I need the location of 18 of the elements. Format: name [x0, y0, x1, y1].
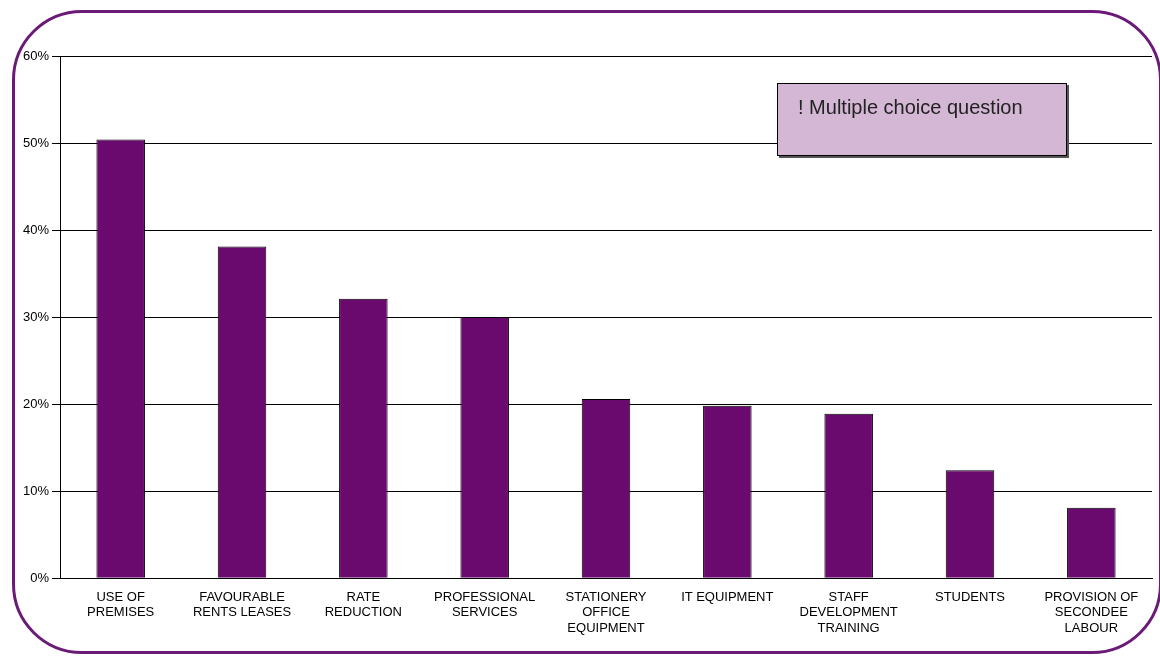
- y-tick-label: 30%: [22, 308, 50, 324]
- x-tick-label: PROFESSIONAL SERVICES: [434, 588, 536, 620]
- x-tick-label: STATIONERY OFFICE EQUIPMENT: [565, 588, 647, 635]
- y-tick-label: 0%: [30, 569, 50, 585]
- y-tick-label: 10%: [22, 482, 50, 498]
- callout-box: ! Multiple choice question: [777, 83, 1067, 156]
- x-tick-label: PROVISION OF SECONDEE LABOUR: [1044, 588, 1139, 635]
- x-tick-label: IT EQUIPMENT: [681, 588, 774, 604]
- x-tick-label: STAFF DEVELOPMENT TRAINING: [799, 588, 898, 635]
- x-tick-label: STUDENTS: [934, 588, 1006, 604]
- y-tick-label: 60%: [22, 47, 50, 63]
- y-tick-label: 20%: [22, 395, 50, 411]
- x-tick-label: USE OF PREMISES: [87, 588, 155, 620]
- x-tick-label: RATE REDUCTION: [324, 588, 402, 620]
- annotation: ! Multiple choice question: [798, 96, 1023, 118]
- y-tick-label: 40%: [22, 221, 50, 237]
- y-tick-label: 50%: [22, 134, 50, 150]
- x-tick-label: FAVOURABLE RENTS LEASES: [192, 588, 292, 620]
